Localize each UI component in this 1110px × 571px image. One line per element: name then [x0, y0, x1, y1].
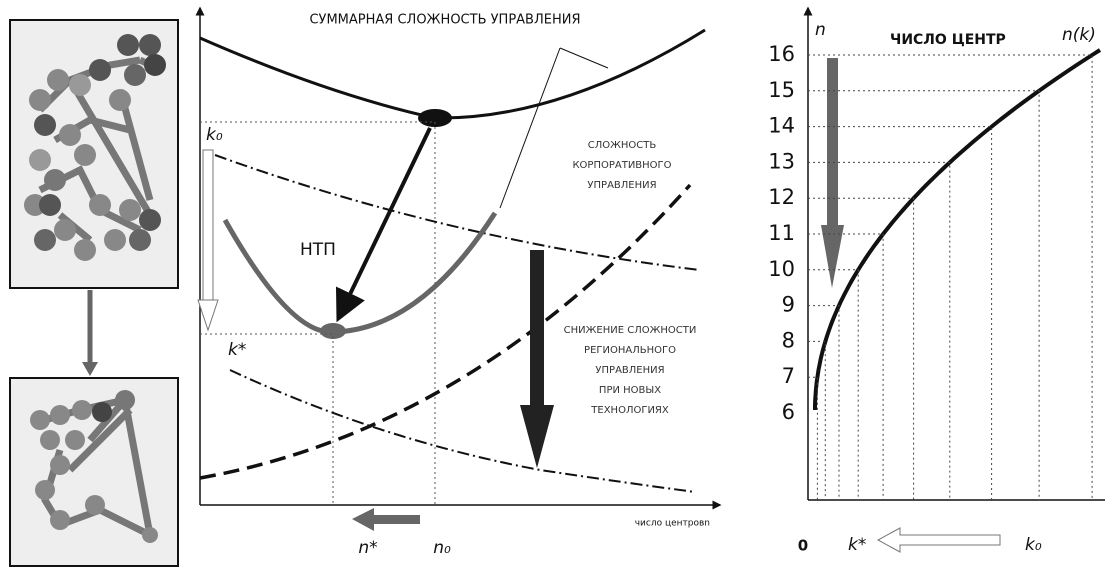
ntp-label: НТП	[300, 240, 336, 260]
k-shift-arrow	[202, 149, 214, 301]
transition-arrow-head	[82, 362, 98, 376]
label-line: УПРАВЛЕНИЯ	[595, 365, 664, 376]
label-line: СНИЖЕНИЕ СЛОЖНОСТИ	[564, 325, 697, 336]
k0-label: k₀	[206, 125, 223, 145]
n-shift-arrow	[372, 515, 420, 524]
level-guide	[808, 197, 915, 500]
label-line: СЛОЖНОСТЬ	[588, 140, 657, 151]
new-optimum-point	[320, 323, 346, 339]
optimum-guides	[200, 121, 436, 505]
kstar-label: k*	[228, 340, 246, 360]
level-guide	[808, 233, 884, 500]
label-line: УПРАВЛЕНИЯ	[587, 180, 656, 191]
level-label: 13	[768, 149, 795, 173]
curve-label: n(k)	[1062, 25, 1096, 45]
level-guide	[808, 340, 826, 500]
level-label: 16	[768, 42, 795, 66]
regional-curve-after	[229, 369, 696, 493]
level-guide	[808, 161, 951, 500]
right-panel: n ЧИСЛО ЦЕНТР n(k) 0 k* k₀ 16 15 14 13 12 11 1…	[768, 6, 1105, 555]
level-label: 7	[782, 364, 795, 388]
level-label: 6	[782, 400, 795, 424]
network-nodes-after	[30, 390, 158, 543]
down-arrow-head	[821, 225, 844, 288]
x-axis-label: число центровn	[635, 519, 710, 529]
label-line: ПРИ НОВЫХ	[599, 385, 661, 396]
title: ЧИСЛО ЦЕНТР	[890, 32, 1006, 48]
middle-panel: СУММАРНАЯ СЛОЖНОСТЬ УПРАВЛЕНИЯ k₀ k* НТП…	[195, 6, 722, 558]
level-label: 8	[782, 328, 795, 352]
kstar-label: k*	[848, 535, 866, 555]
n-shift-arrow-head	[352, 508, 374, 531]
k-shift-arrow	[876, 527, 1001, 553]
level-label: 9	[782, 293, 795, 317]
origin-label: 0	[798, 537, 808, 555]
level-label: 14	[768, 114, 795, 138]
level-label: 15	[768, 78, 795, 102]
level-guide	[808, 269, 859, 500]
k0-label: k₀	[1025, 535, 1042, 555]
total-complexity-curve	[199, 28, 706, 120]
shift-arrow	[335, 127, 432, 323]
level-guide	[808, 376, 818, 500]
y-axis-label: n	[815, 20, 826, 40]
label-pointers	[499, 47, 609, 209]
left-panel	[9, 19, 179, 567]
optimum-point	[418, 109, 452, 127]
regional-curve-before	[214, 154, 701, 271]
level-guide	[808, 90, 1040, 500]
corporate-curve	[199, 183, 692, 480]
n0-label: n₀	[433, 538, 451, 558]
corporate-label: СЛОЖНОСТЬ КОРПОРАТИВНОГО УПРАВЛЕНИЯ	[572, 140, 671, 191]
n-of-k-curve	[813, 48, 1102, 410]
level-guide	[808, 54, 1093, 500]
new-optimum-guides	[200, 333, 334, 505]
label-line: ТЕХНОЛОГИЯХ	[590, 405, 669, 416]
level-label: 10	[768, 257, 795, 281]
label-line: РЕГИОНАЛЬНОГО	[584, 345, 676, 356]
nstar-label: n*	[358, 538, 377, 558]
reduction-arrow	[530, 250, 544, 410]
network-nodes	[24, 34, 166, 261]
level-label: 12	[768, 185, 795, 209]
down-arrow	[827, 58, 838, 228]
level-guide	[808, 305, 840, 500]
level-guide	[808, 126, 993, 500]
reduction-arrow-head	[520, 405, 554, 468]
level-label: 11	[768, 221, 795, 245]
label-line: КОРПОРАТИВНОГО	[572, 160, 671, 171]
reduction-label: СНИЖЕНИЕ СЛОЖНОСТИ РЕГИОНАЛЬНОГО УПРАВЛЕНИ…	[564, 325, 697, 416]
k-shift-arrow-head	[197, 299, 219, 332]
title: СУММАРНАЯ СЛОЖНОСТЬ УПРАВЛЕНИЯ	[309, 13, 580, 28]
